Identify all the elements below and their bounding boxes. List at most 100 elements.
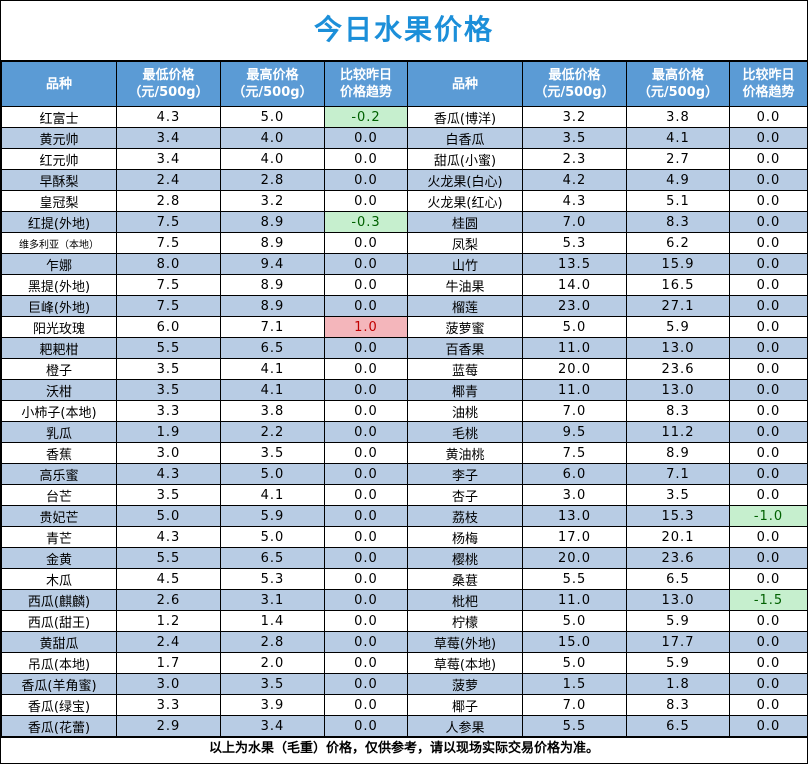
fruit-name-right: 桑葚 (407, 568, 523, 590)
max-price-left: 4.0 (220, 148, 325, 170)
fruit-name-right: 荔枝 (407, 505, 523, 527)
fruit-name-left: 香瓜(羊角蜜) (1, 673, 117, 695)
fruit-name-left: 台芒 (1, 484, 117, 506)
price-change-right: 0.0 (729, 673, 808, 695)
price-change-left: 0.0 (324, 463, 408, 485)
min-price-left: 5.5 (116, 547, 221, 569)
price-change-right: 0.0 (729, 568, 808, 590)
price-change-left: 0.0 (324, 673, 408, 695)
fruit-name-right: 火龙果(白心) (407, 169, 523, 191)
price-change-right: 0.0 (729, 295, 808, 317)
min-price-left: 7.5 (116, 274, 221, 296)
min-price-right: 20.0 (522, 358, 627, 380)
header-name-left: 品种 (1, 61, 117, 107)
min-price-right: 13.0 (522, 505, 627, 527)
max-price-right: 5.9 (626, 316, 730, 338)
min-price-right: 2.3 (522, 148, 627, 170)
max-price-right: 8.3 (626, 400, 730, 422)
max-price-right: 13.0 (626, 337, 730, 359)
max-price-left: 5.3 (220, 568, 325, 590)
fruit-name-left: 吊瓜(本地) (1, 652, 117, 674)
fruit-name-right: 甜瓜(小蜜) (407, 148, 523, 170)
min-price-left: 1.9 (116, 421, 221, 443)
price-change-right: 0.0 (729, 211, 808, 233)
price-change-right: 0.0 (729, 358, 808, 380)
min-price-right: 3.2 (522, 106, 627, 128)
max-price-left: 3.1 (220, 589, 325, 611)
price-change-left: 0.0 (324, 169, 408, 191)
fruit-name-left: 乳瓜 (1, 421, 117, 443)
max-price-left: 7.1 (220, 316, 325, 338)
max-price-left: 5.9 (220, 505, 325, 527)
fruit-name-right: 桂圆 (407, 211, 523, 233)
fruit-name-right: 山竹 (407, 253, 523, 275)
fruit-name-right: 菠萝蜜 (407, 316, 523, 338)
max-price-left: 2.0 (220, 652, 325, 674)
fruit-name-left: 小柿子(本地) (1, 400, 117, 422)
max-price-right: 8.9 (626, 442, 730, 464)
fruit-name-left: 高乐蜜 (1, 463, 117, 485)
min-price-right: 17.0 (522, 526, 627, 548)
fruit-name-right: 杏子 (407, 484, 523, 506)
fruit-name-left: 红元帅 (1, 148, 117, 170)
fruit-name-right: 火龙果(红心) (407, 190, 523, 212)
fruit-name-left: 早酥梨 (1, 169, 117, 191)
min-price-right: 11.0 (522, 379, 627, 401)
max-price-right: 16.5 (626, 274, 730, 296)
min-price-right: 1.5 (522, 673, 627, 695)
table-row: 皇冠梨 2.8 3.2 0.0 火龙果(红心) 4.3 5.1 0.0 (1, 190, 808, 212)
table-row: 台芒 3.5 4.1 0.0 杏子 3.0 3.5 0.0 (1, 484, 808, 506)
max-price-left: 4.1 (220, 484, 325, 506)
max-price-right: 5.1 (626, 190, 730, 212)
max-price-right: 13.0 (626, 589, 730, 611)
max-price-left: 8.9 (220, 274, 325, 296)
max-price-right: 15.9 (626, 253, 730, 275)
fruit-name-right: 凤梨 (407, 232, 523, 254)
table-row: 香瓜(绿宝) 3.3 3.9 0.0 椰子 7.0 8.3 0.0 (1, 694, 808, 716)
price-change-right: 0.0 (729, 169, 808, 191)
fruit-name-left: 贵妃芒 (1, 505, 117, 527)
price-change-left: 0.0 (324, 568, 408, 590)
max-price-right: 20.1 (626, 526, 730, 548)
price-change-right: 0.0 (729, 316, 808, 338)
price-change-left: 0.0 (324, 400, 408, 422)
max-price-left: 4.1 (220, 358, 325, 380)
fruit-name-right: 黄油桃 (407, 442, 523, 464)
max-price-right: 6.5 (626, 568, 730, 590)
min-price-right: 3.0 (522, 484, 627, 506)
fruit-name-left: 黄元帅 (1, 127, 117, 149)
table-row: 贵妃芒 5.0 5.9 0.0 荔枝 13.0 15.3 -1.0 (1, 505, 808, 527)
price-change-left: 0.0 (324, 337, 408, 359)
min-price-right: 11.0 (522, 589, 627, 611)
table-row: 黄元帅 3.4 4.0 0.0 白香瓜 3.5 4.1 0.0 (1, 127, 808, 149)
min-price-right: 4.2 (522, 169, 627, 191)
max-price-left: 3.5 (220, 673, 325, 695)
fruit-name-left: 巨峰(外地) (1, 295, 117, 317)
price-change-right: 0.0 (729, 694, 808, 716)
max-price-right: 23.6 (626, 547, 730, 569)
min-price-left: 6.0 (116, 316, 221, 338)
price-change-left: 0.0 (324, 694, 408, 716)
min-price-left: 4.3 (116, 526, 221, 548)
fruit-name-right: 香瓜(博洋) (407, 106, 523, 128)
min-price-right: 4.3 (522, 190, 627, 212)
price-change-right: 0.0 (729, 715, 808, 737)
fruit-name-right: 人参果 (407, 715, 523, 737)
max-price-left: 9.4 (220, 253, 325, 275)
fruit-name-left: 西瓜(麒麟) (1, 589, 117, 611)
max-price-left: 5.0 (220, 526, 325, 548)
price-change-right: 0.0 (729, 127, 808, 149)
min-price-right: 23.0 (522, 295, 627, 317)
min-price-left: 3.5 (116, 484, 221, 506)
table-row: 黄甜瓜 2.4 2.8 0.0 草莓(外地) 15.0 17.7 0.0 (1, 631, 808, 653)
min-price-right: 6.0 (522, 463, 627, 485)
fruit-name-left: 木瓜 (1, 568, 117, 590)
fruit-name-right: 草莓(本地) (407, 652, 523, 674)
price-change-right: 0.0 (729, 442, 808, 464)
max-price-left: 8.9 (220, 295, 325, 317)
max-price-right: 8.3 (626, 694, 730, 716)
header-high-right: 最高价格 （元/500g） (626, 61, 730, 107)
price-change-right: 0.0 (729, 484, 808, 506)
max-price-right: 5.9 (626, 652, 730, 674)
